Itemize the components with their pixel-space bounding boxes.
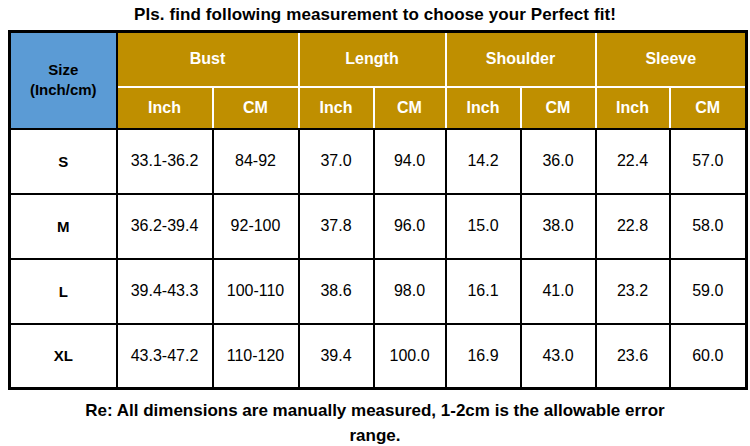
size-row-label: XL [10, 324, 117, 389]
measurement-cell: 33.1-36.2 [117, 129, 213, 194]
measurement-cell: 98.0 [374, 259, 446, 324]
measurement-cell: 43.3-47.2 [117, 324, 213, 389]
measurement-cell: 60.0 [670, 324, 747, 389]
subheader-shoulder-inch: Inch [446, 87, 521, 129]
measurement-cell: 14.2 [446, 129, 521, 194]
subheader-sleeve-inch: Inch [596, 87, 670, 129]
table-row-s: S 33.1-36.2 84-92 37.0 94.0 14.2 36.0 22… [10, 129, 747, 194]
size-row-label: M [10, 194, 117, 259]
measurement-cell: 58.0 [670, 194, 747, 259]
subheader-length-cm: CM [374, 87, 446, 129]
measurement-cell: 39.4 [299, 324, 374, 389]
measurement-cell: 16.9 [446, 324, 521, 389]
measurement-cell: 41.0 [521, 259, 596, 324]
measurement-cell: 100-110 [213, 259, 299, 324]
header-group-row: Size (Inch/cm) Bust Length Shoulder Slee… [10, 32, 747, 87]
measurement-cell: 100.0 [374, 324, 446, 389]
measurement-cell: 38.0 [521, 194, 596, 259]
size-row-label: L [10, 259, 117, 324]
measurement-cell: 36.0 [521, 129, 596, 194]
table-row-xl: XL 43.3-47.2 110-120 39.4 100.0 16.9 43.… [10, 324, 747, 389]
measurement-cell: 96.0 [374, 194, 446, 259]
subheader-shoulder-cm: CM [521, 87, 596, 129]
measurement-cell: 16.1 [446, 259, 521, 324]
subheader-bust-cm: CM [213, 87, 299, 129]
measurement-cell: 22.4 [596, 129, 670, 194]
size-row-label: S [10, 129, 117, 194]
measurement-cell: 23.2 [596, 259, 670, 324]
table-row-m: M 36.2-39.4 92-100 37.8 96.0 15.0 38.0 2… [10, 194, 747, 259]
group-header-length: Length [299, 32, 446, 87]
measurement-cell: 110-120 [213, 324, 299, 389]
group-header-sleeve: Sleeve [596, 32, 747, 87]
measurement-cell: 84-92 [213, 129, 299, 194]
measurement-cell: 15.0 [446, 194, 521, 259]
measurement-cell: 22.8 [596, 194, 670, 259]
size-chart-page: Pls. find following measurement to choos… [0, 0, 750, 446]
measurement-disclaimer: Re: All dimensions are manually measured… [75, 399, 675, 446]
size-header-line2: (Inch/cm) [11, 80, 116, 100]
subheader-bust-inch: Inch [117, 87, 213, 129]
size-column-header: Size (Inch/cm) [10, 32, 117, 129]
measurement-cell: 59.0 [670, 259, 747, 324]
measurement-cell: 94.0 [374, 129, 446, 194]
measurement-cell: 38.6 [299, 259, 374, 324]
subheader-sleeve-cm: CM [670, 87, 747, 129]
subheader-length-inch: Inch [299, 87, 374, 129]
measurement-cell: 39.4-43.3 [117, 259, 213, 324]
measurement-cell: 37.8 [299, 194, 374, 259]
measurement-cell: 36.2-39.4 [117, 194, 213, 259]
measurement-cell: 43.0 [521, 324, 596, 389]
measurement-cell: 23.6 [596, 324, 670, 389]
group-header-bust: Bust [117, 32, 299, 87]
measurement-cell: 92-100 [213, 194, 299, 259]
measurement-cell: 37.0 [299, 129, 374, 194]
size-header-line1: Size [11, 60, 116, 80]
page-title: Pls. find following measurement to choos… [0, 0, 750, 25]
group-header-shoulder: Shoulder [446, 32, 596, 87]
size-measurement-table: Size (Inch/cm) Bust Length Shoulder Slee… [8, 30, 748, 390]
table-row-l: L 39.4-43.3 100-110 38.6 98.0 16.1 41.0 … [10, 259, 747, 324]
header-sub-row: Inch CM Inch CM Inch CM Inch CM [10, 87, 747, 129]
measurement-cell: 57.0 [670, 129, 747, 194]
